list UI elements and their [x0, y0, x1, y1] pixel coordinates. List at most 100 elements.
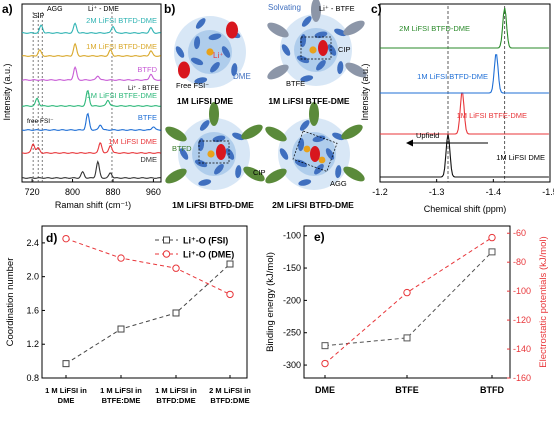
btfd-molecule	[209, 102, 219, 126]
coordination-series-line	[65, 238, 231, 295]
raman-y-axis-label: Intensity (a.u.)	[2, 63, 12, 120]
dme-molecule	[225, 148, 235, 160]
caption-1m-btfd-dme: 1M LiFSI BTFD-DME	[172, 200, 254, 210]
dme-molecule	[231, 63, 238, 77]
dme-molecule	[194, 36, 201, 50]
nmr-x-tick-label: -1.5	[542, 187, 554, 197]
esp-point	[321, 359, 329, 368]
raman-spectrum-line	[22, 22, 161, 34]
esp-y-tick-label: -100	[513, 286, 531, 296]
esp-y-tick-label: -60	[513, 228, 526, 238]
solvation-cluster	[267, 0, 367, 86]
panel-b-letter: b)	[164, 2, 175, 16]
dme-molecule	[334, 28, 347, 37]
energy-x-tick-label: BTFE	[395, 385, 419, 395]
nmr-x-axis: -1.2 -1.3 -1.4 -1.5	[372, 179, 554, 197]
li-btfe-label: Li⁺ - BTFE	[319, 4, 355, 13]
energy-plot-frame	[303, 225, 511, 379]
coordination-x-tick-label: 1 M LiFSI in	[100, 386, 142, 395]
nmr-x-tick-label: -1.3	[429, 187, 445, 197]
dme-molecule	[337, 61, 344, 75]
solvation-cluster	[165, 102, 265, 190]
raman-x-tick-label: 960	[146, 187, 161, 197]
binding-energy-point	[403, 334, 411, 342]
solvation-cluster	[174, 16, 246, 88]
dme-molecule	[312, 135, 326, 143]
nmr-series-label: 1M LiFSI BTFE-DME	[457, 111, 527, 120]
dme-molecule	[335, 165, 342, 179]
btfd-molecule	[241, 124, 263, 140]
nmr-spectrum-line	[380, 54, 549, 94]
coordination-x-tick-label: 2 M LiFSI in	[209, 386, 251, 395]
agg-annotation: AGG	[47, 6, 63, 13]
btfd-molecule	[165, 126, 187, 142]
coordination-point	[172, 309, 180, 317]
nmr-y-axis-label: Intensity (a.u.)	[360, 63, 370, 120]
raman-series-label: BTFE	[138, 113, 157, 122]
coordination-legend: Li⁺-O (FSI) Li⁺-O (DME)	[155, 236, 234, 260]
agg-box	[292, 130, 338, 172]
coordination-point	[117, 254, 125, 262]
esp-point	[488, 233, 496, 242]
btfe-label: BTFE	[286, 79, 305, 88]
esp-y-tick-label: -120	[513, 315, 531, 325]
nmr-reference-lines	[447, 6, 506, 182]
coordination-x-tick-label: 1 M LiFSI in	[45, 386, 87, 395]
energy-series-line	[324, 251, 493, 347]
coordination-point	[117, 325, 125, 333]
caption-1m-btfe-dme: 1M LiFSI BTFE-DME	[268, 96, 350, 106]
btfe-molecule	[345, 62, 367, 78]
binding-y-tick-label: -250	[283, 328, 301, 338]
coordination-point	[226, 260, 234, 268]
dme-molecule	[175, 46, 185, 58]
energy-panel: e) -300-250-200-150-100-160-140-120-100-…	[265, 225, 549, 395]
fsi-anion	[178, 61, 190, 79]
btfd-molecule	[309, 102, 319, 126]
raman-series-label: 1M LiFSI BTFD-DME	[86, 42, 157, 51]
energy-axes: -300 -250 -200 -150 -100 -160 -140 -120 -100 -80 -…	[283, 228, 531, 395]
li-btfe-annotation: Li⁺ - BTFE	[128, 85, 160, 92]
dme-molecule	[294, 159, 308, 168]
btfe-molecule	[343, 20, 365, 36]
dme-molecule	[235, 165, 242, 179]
nmr-spectra	[380, 7, 549, 178]
dme-molecule	[208, 33, 222, 41]
binding-energy-axis-label: Binding energy (kJ/mol)	[265, 252, 276, 352]
free-fsi-label: Free FSI⁻	[176, 81, 209, 90]
raman-spectrum-line	[22, 89, 161, 107]
esp-y-tick-label: -80	[513, 257, 526, 267]
coordination-point	[62, 234, 70, 243]
esp-y-tick-label: -160	[513, 373, 531, 383]
energy-series	[321, 233, 496, 368]
nmr-series-label: 1M LiFSI DME	[496, 153, 545, 162]
legend-label: Li⁺-O (DME)	[183, 250, 234, 260]
nmr-spectrum-line	[380, 133, 549, 178]
btfe-molecule	[311, 0, 321, 22]
btfd-molecule	[343, 166, 365, 182]
dme-molecule	[212, 135, 226, 143]
coordination-series	[62, 234, 234, 368]
raman-series-label: DME	[140, 155, 157, 164]
binding-y-tick-label: -300	[283, 360, 301, 370]
coordination-x-tick-label: BTFD:DME	[210, 396, 249, 405]
raman-spectra	[21, 22, 161, 179]
electrostatic-axis-label: Electrostatic potentials (kJ/mol)	[538, 236, 549, 367]
li-ion	[207, 150, 215, 158]
caption-1m-dme: 1M LiFSI DME	[177, 96, 234, 106]
dme-molecule	[210, 61, 220, 73]
dme-molecule	[281, 44, 291, 56]
dme-molecule	[300, 75, 314, 82]
dme-molecule	[198, 179, 212, 186]
raman-series-labels: DME 1M LiFSI DME BTFE 1M LiFSI BTFE-DME BTFD…	[86, 16, 157, 164]
dme-molecule	[190, 57, 204, 66]
raman-x-tick-label: 720	[25, 187, 40, 197]
coordination-point	[172, 264, 180, 272]
solvation-schematic-panel: b) Solvating DME Li⁺ Free FSI⁻ Li⁺ - BTF…	[164, 0, 367, 210]
btfd-molecule	[165, 168, 187, 184]
btfd-molecule	[265, 126, 287, 142]
raman-spectrum-line	[21, 66, 161, 81]
cip-label-top: CIP	[338, 45, 351, 54]
btfd-molecule	[341, 124, 363, 140]
raman-panel: a) 720 800 880 960 Intensity (a.u.) Raman s…	[2, 2, 162, 210]
raman-x-tick-label: 880	[105, 187, 120, 197]
